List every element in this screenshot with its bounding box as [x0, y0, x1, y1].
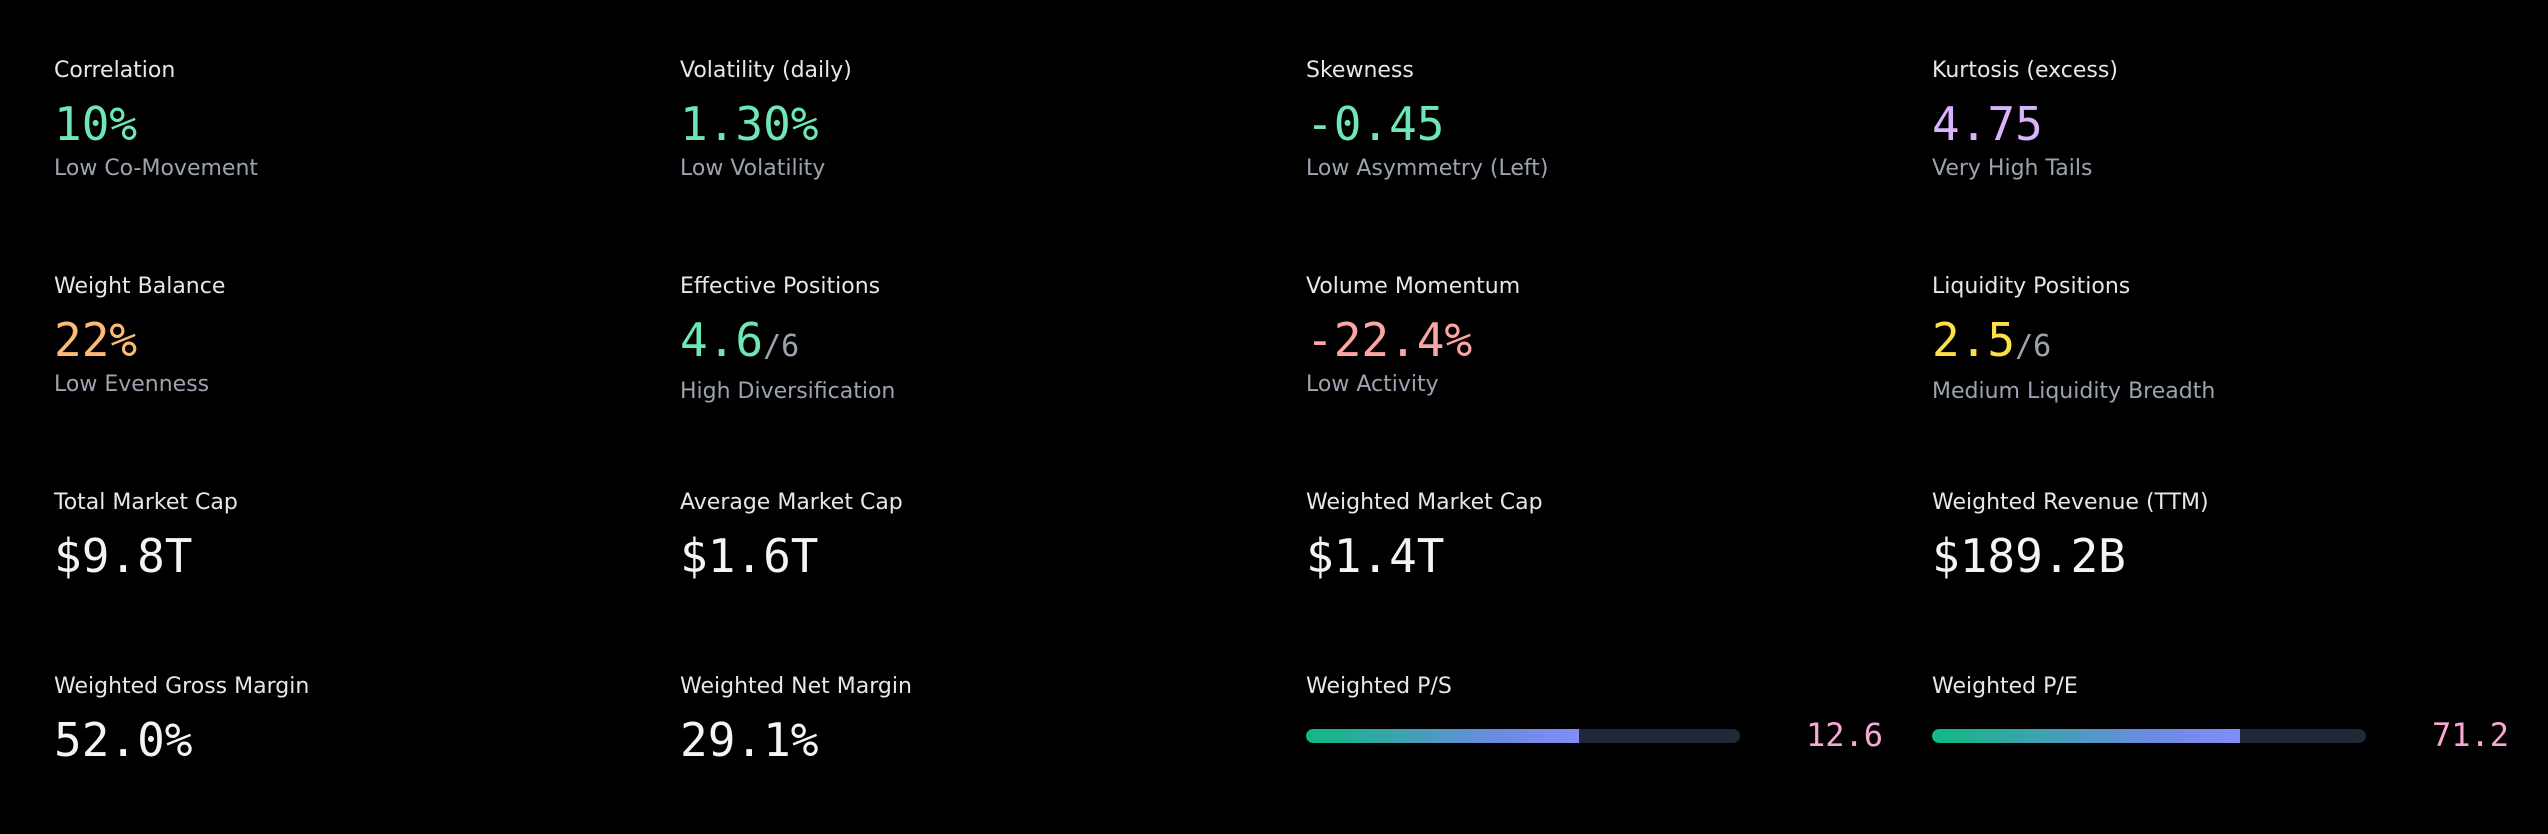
weighted-net-margin-card: Weighted Net Margin 29.1%: [680, 673, 1240, 766]
kurtosis-description: Very High Tails: [1932, 156, 2093, 181]
weighted-gross-margin-card: Weighted Gross Margin 52.0%: [54, 673, 614, 766]
skewness-value: -0.45: [1306, 97, 1445, 151]
weighted-market-cap-label: Weighted Market Cap: [1306, 490, 1543, 515]
weighted-revenue-card: Weighted Revenue (TTM) $189.2B: [1932, 489, 2492, 582]
total-market-cap-card: Total Market Cap $9.8T: [54, 489, 614, 582]
weighted-net-margin-value: 29.1%: [680, 713, 819, 767]
average-market-cap-value: $1.6T: [680, 529, 819, 583]
weighted-market-cap-card: Weighted Market Cap $1.4T: [1306, 489, 1866, 582]
effective-positions-card: Effective Positions 4.6/6 High Diversifi…: [680, 273, 1240, 406]
weight-balance-value: 22%: [54, 313, 138, 367]
weighted-pe-value: 71.2: [2431, 716, 2509, 754]
weighted-pe-card: Weighted P/E 71.2: [1932, 673, 2509, 753]
weighted-gross-margin-value: 52.0%: [54, 713, 193, 767]
weight-balance-description: Low Evenness: [54, 372, 210, 397]
weighted-pe-bar-track: [1932, 729, 2366, 743]
liquidity-positions-label: Liquidity Positions: [1932, 274, 2131, 299]
correlation-description: Low Co-Movement: [54, 156, 259, 181]
total-market-cap-value: $9.8T: [54, 529, 193, 583]
weighted-revenue-label: Weighted Revenue (TTM): [1932, 490, 2209, 515]
weighted-ps-bar-row: 12.6: [1306, 717, 1883, 753]
weighted-market-cap-value: $1.4T: [1306, 529, 1445, 583]
liquidity-positions-card: Liquidity Positions 2.5/6 Medium Liquidi…: [1932, 273, 2492, 406]
effective-positions-value-row: 4.6/6: [680, 314, 1240, 373]
average-market-cap-label: Average Market Cap: [680, 490, 903, 515]
weighted-ps-bar-track: [1306, 729, 1740, 743]
skewness-description: Low Asymmetry (Left): [1306, 156, 1549, 181]
correlation-card: Correlation 10% Low Co-Movement: [54, 57, 614, 183]
skewness-label: Skewness: [1306, 58, 1414, 83]
volatility-card: Volatility (daily) 1.30% Low Volatility: [680, 57, 1240, 183]
effective-positions-value: 4.6: [680, 313, 764, 367]
kurtosis-card: Kurtosis (excess) 4.75 Very High Tails: [1932, 57, 2492, 183]
average-market-cap-card: Average Market Cap $1.6T: [680, 489, 1240, 582]
volatility-value: 1.30%: [680, 97, 819, 151]
kurtosis-value: 4.75: [1932, 97, 2043, 151]
weight-balance-card: Weight Balance 22% Low Evenness: [54, 273, 614, 399]
weighted-net-margin-label: Weighted Net Margin: [680, 674, 912, 699]
correlation-value: 10%: [54, 97, 138, 151]
weighted-pe-bar-row: 71.2: [1932, 717, 2509, 753]
weighted-ps-label: Weighted P/S: [1306, 674, 1452, 699]
liquidity-positions-value-row: 2.5/6: [1932, 314, 2492, 373]
volatility-label: Volatility (daily): [680, 58, 852, 83]
skewness-card: Skewness -0.45 Low Asymmetry (Left): [1306, 57, 1866, 183]
liquidity-positions-denominator: /6: [2015, 329, 2052, 364]
effective-positions-denominator: /6: [763, 329, 800, 364]
weight-balance-label: Weight Balance: [54, 274, 226, 299]
volume-momentum-description: Low Activity: [1306, 372, 1439, 397]
weighted-ps-card: Weighted P/S 12.6: [1306, 673, 1883, 753]
weighted-revenue-value: $189.2B: [1932, 529, 2126, 583]
weighted-pe-label: Weighted P/E: [1932, 674, 2078, 699]
total-market-cap-label: Total Market Cap: [54, 490, 238, 515]
weighted-ps-value: 12.6: [1805, 716, 1883, 754]
effective-positions-label: Effective Positions: [680, 274, 881, 299]
volume-momentum-value: -22.4%: [1306, 313, 1473, 367]
correlation-label: Correlation: [54, 58, 176, 83]
kurtosis-label: Kurtosis (excess): [1932, 58, 2118, 83]
liquidity-positions-value: 2.5: [1932, 313, 2016, 367]
volume-momentum-card: Volume Momentum -22.4% Low Activity: [1306, 273, 1866, 399]
volume-momentum-label: Volume Momentum: [1306, 274, 1521, 299]
liquidity-positions-description: Medium Liquidity Breadth: [1932, 379, 2216, 404]
weighted-pe-bar-fill: [1932, 729, 2241, 743]
weighted-ps-bar-fill: [1306, 729, 1580, 743]
effective-positions-description: High Diversification: [680, 379, 896, 404]
weighted-gross-margin-label: Weighted Gross Margin: [54, 674, 310, 699]
volatility-description: Low Volatility: [680, 156, 826, 181]
